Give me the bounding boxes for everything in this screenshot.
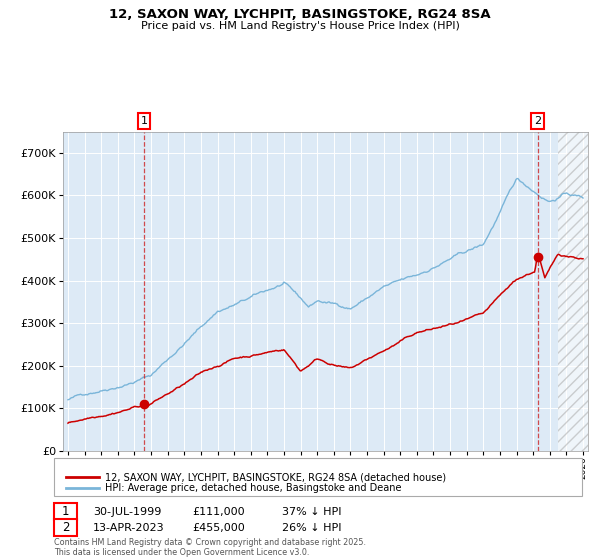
Text: HPI: Average price, detached house, Basingstoke and Deane: HPI: Average price, detached house, Basi… xyxy=(105,483,401,493)
Text: 26% ↓ HPI: 26% ↓ HPI xyxy=(282,522,341,533)
Text: 12, SAXON WAY, LYCHPIT, BASINGSTOKE, RG24 8SA: 12, SAXON WAY, LYCHPIT, BASINGSTOKE, RG2… xyxy=(109,8,491,21)
Text: £111,000: £111,000 xyxy=(192,507,245,517)
Text: 30-JUL-1999: 30-JUL-1999 xyxy=(93,507,161,517)
Text: Price paid vs. HM Land Registry's House Price Index (HPI): Price paid vs. HM Land Registry's House … xyxy=(140,21,460,31)
Bar xyxy=(558,132,599,451)
Text: 1: 1 xyxy=(140,116,148,126)
Text: 37% ↓ HPI: 37% ↓ HPI xyxy=(282,507,341,517)
Text: Contains HM Land Registry data © Crown copyright and database right 2025.
This d: Contains HM Land Registry data © Crown c… xyxy=(54,538,366,557)
Text: 12, SAXON WAY, LYCHPIT, BASINGSTOKE, RG24 8SA (detached house): 12, SAXON WAY, LYCHPIT, BASINGSTOKE, RG2… xyxy=(105,472,446,482)
Text: 1: 1 xyxy=(62,505,69,519)
Text: 2: 2 xyxy=(534,116,541,126)
Text: £455,000: £455,000 xyxy=(192,522,245,533)
Text: 13-APR-2023: 13-APR-2023 xyxy=(93,522,164,533)
Text: 2: 2 xyxy=(62,521,69,534)
